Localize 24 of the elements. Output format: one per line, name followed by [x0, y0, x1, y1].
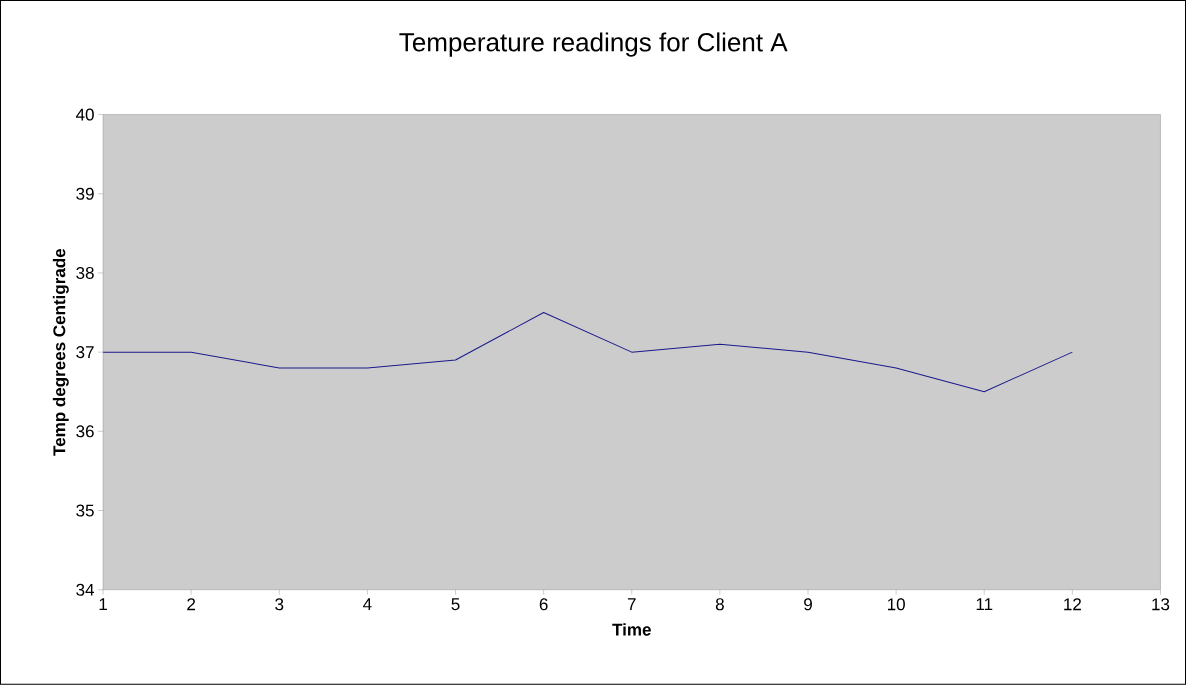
x-tick-label: 7: [627, 598, 636, 611]
y-tick-label: 37: [76, 346, 94, 359]
y-tick-label: 36: [76, 425, 94, 438]
x-tick-label: 6: [539, 598, 548, 611]
line-series: [103, 312, 1073, 393]
x-tick-label: 9: [804, 598, 812, 611]
x-tick-label: 11: [976, 598, 993, 611]
chart-title: Temperature readings for Client A: [399, 32, 788, 57]
x-tick-label: 5: [451, 598, 460, 611]
y-tick-label: 35: [76, 504, 94, 517]
x-tick-label: 10: [887, 598, 905, 611]
x-tick-label: 3: [275, 598, 284, 611]
x-tick-label: 1: [99, 598, 107, 611]
y-tick-label: 39: [76, 187, 94, 200]
y-tick-label: 40: [76, 108, 94, 121]
x-tick-label: 8: [715, 598, 724, 611]
x-tick-label: 12: [1064, 598, 1081, 611]
x-axis-title: Time: [612, 623, 651, 636]
y-tick-label: 38: [76, 267, 94, 280]
y-tick-label: 34: [76, 583, 95, 596]
x-tick-label: 4: [363, 598, 372, 611]
y-axis-title: Temp degrees Centigrade: [52, 249, 69, 456]
x-tick-label: 13: [1152, 598, 1170, 611]
x-tick-label: 2: [187, 598, 196, 611]
